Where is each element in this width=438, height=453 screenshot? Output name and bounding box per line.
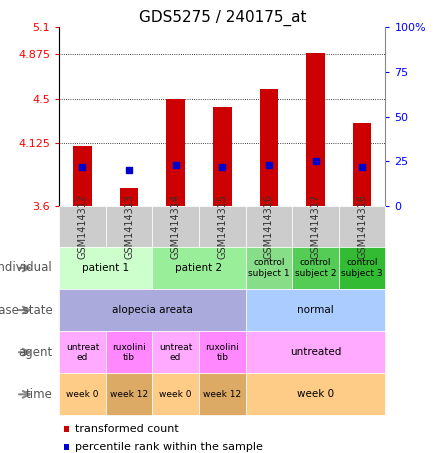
Text: normal: normal — [297, 305, 334, 315]
Bar — [213, 107, 232, 206]
Text: week 0: week 0 — [159, 390, 192, 399]
Text: disease state: disease state — [0, 304, 53, 317]
Text: patient 1: patient 1 — [82, 263, 129, 273]
Text: week 0: week 0 — [66, 390, 99, 399]
Text: GSM1414316: GSM1414316 — [264, 194, 274, 259]
Text: week 0: week 0 — [297, 389, 334, 400]
Text: control
subject 3: control subject 3 — [341, 258, 383, 278]
Text: untreat
ed: untreat ed — [66, 342, 99, 362]
Text: transformed count: transformed count — [75, 424, 179, 434]
Text: individual: individual — [0, 261, 53, 275]
Bar — [73, 146, 92, 206]
Bar — [306, 53, 325, 206]
Text: untreat
ed: untreat ed — [159, 342, 192, 362]
Text: alopecia areata: alopecia areata — [112, 305, 193, 315]
Text: patient 2: patient 2 — [175, 263, 223, 273]
Text: ruxolini
tib: ruxolini tib — [205, 342, 239, 362]
Text: week 12: week 12 — [203, 390, 241, 399]
Text: week 12: week 12 — [110, 390, 148, 399]
Text: time: time — [26, 388, 53, 401]
Text: GSM1414317: GSM1414317 — [311, 194, 321, 259]
Text: control
subject 2: control subject 2 — [295, 258, 336, 278]
Text: GSM1414315: GSM1414315 — [217, 194, 227, 259]
Text: percentile rank within the sample: percentile rank within the sample — [75, 442, 263, 452]
Bar — [166, 99, 185, 206]
Text: GSM1414318: GSM1414318 — [357, 194, 367, 259]
Text: GSM1414313: GSM1414313 — [124, 194, 134, 259]
Text: untreated: untreated — [290, 347, 341, 357]
Text: control
subject 1: control subject 1 — [248, 258, 290, 278]
Bar — [120, 188, 138, 206]
Bar — [353, 123, 371, 206]
Text: agent: agent — [18, 346, 53, 359]
Bar — [260, 89, 278, 206]
Text: GSM1414314: GSM1414314 — [171, 194, 180, 259]
Title: GDS5275 / 240175_at: GDS5275 / 240175_at — [138, 10, 306, 26]
Text: ruxolini
tib: ruxolini tib — [112, 342, 146, 362]
Text: GSM1414312: GSM1414312 — [78, 194, 88, 259]
